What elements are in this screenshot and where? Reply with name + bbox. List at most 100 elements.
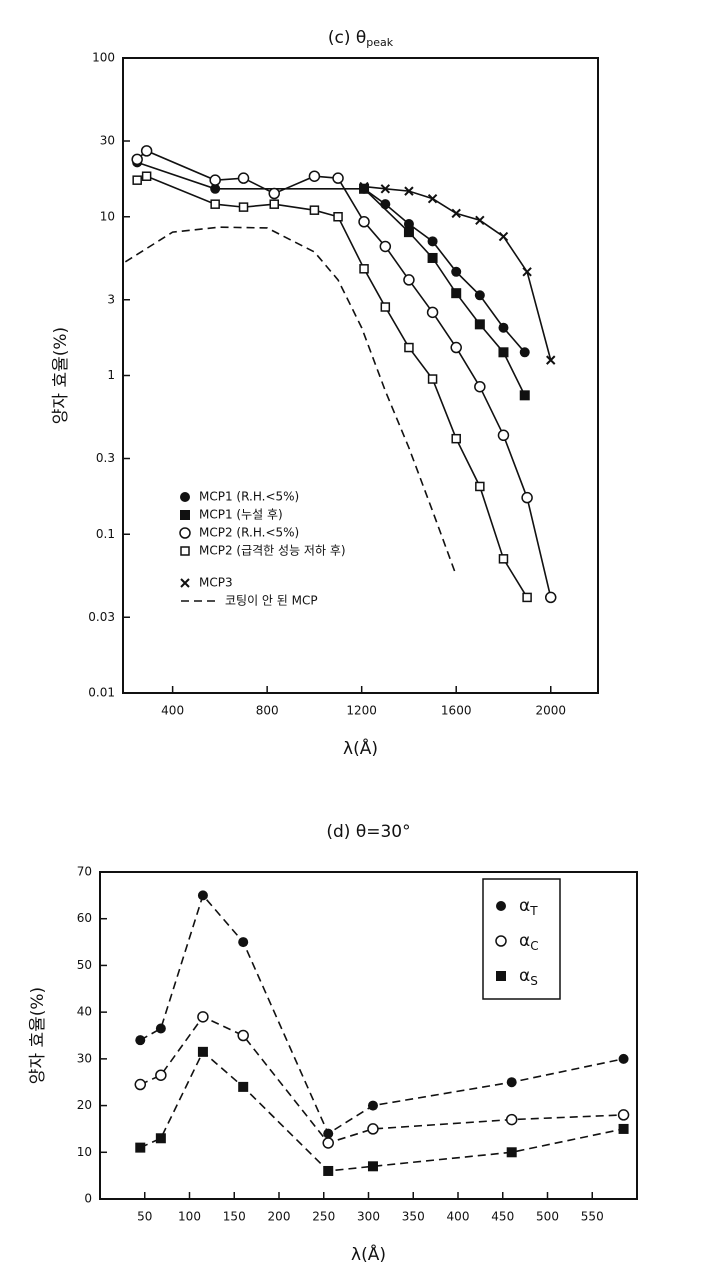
y-tick-label: 30 — [77, 1051, 92, 1065]
y-tick-label: 30 — [100, 134, 115, 148]
marker — [450, 341, 462, 354]
x-tick-label: 300 — [357, 1210, 380, 1224]
legend-subscript: T — [529, 904, 538, 918]
marker — [308, 170, 321, 182]
y-tick-label: 0.3 — [96, 451, 115, 465]
series-line — [139, 893, 624, 1135]
marker — [237, 172, 250, 184]
marker — [140, 145, 153, 157]
marker — [197, 1046, 208, 1057]
series-line — [124, 226, 457, 576]
marker — [521, 491, 533, 504]
marker — [427, 236, 438, 247]
marker — [237, 1029, 249, 1042]
marker — [404, 342, 414, 353]
marker — [141, 171, 152, 181]
y-tick-label: 0 — [84, 1192, 92, 1206]
marker — [269, 199, 279, 209]
marker — [131, 153, 143, 166]
legend-name: α — [519, 896, 530, 916]
marker — [498, 231, 509, 242]
marker — [238, 202, 249, 212]
marker — [474, 290, 485, 301]
marker — [135, 1035, 146, 1046]
marker — [180, 546, 190, 556]
marker — [155, 1133, 166, 1144]
legend-label: MCP3 — [199, 576, 233, 590]
marker — [359, 264, 369, 274]
marker — [155, 1069, 167, 1081]
y-axis-label: 양자 효율(%) — [51, 327, 71, 424]
legend-label: αS — [519, 966, 538, 988]
y-tick-label: 20 — [77, 1098, 92, 1112]
marker — [617, 1109, 630, 1121]
marker — [332, 172, 344, 184]
y-tick-label: 10 — [77, 1145, 92, 1159]
marker — [427, 374, 438, 384]
marker — [403, 227, 414, 238]
y-tick-label: 0.03 — [88, 610, 115, 624]
chart-title: (c) θpeak — [328, 28, 394, 49]
marker — [210, 183, 221, 194]
series-line — [136, 175, 528, 598]
legend-subscript: C — [530, 939, 538, 953]
y-tick-label: 0.01 — [88, 686, 115, 700]
marker — [451, 208, 461, 219]
marker — [323, 1128, 334, 1139]
marker — [426, 306, 439, 319]
marker — [618, 1123, 629, 1134]
title-text: (c) θ — [328, 28, 366, 48]
marker — [403, 274, 415, 286]
marker — [379, 240, 392, 253]
marker — [359, 183, 370, 194]
marker — [427, 193, 438, 204]
marker — [498, 322, 509, 333]
x-tick-label: 200 — [268, 1210, 291, 1224]
title-subscript: peak — [366, 36, 393, 49]
marker — [380, 184, 391, 194]
marker — [618, 1053, 629, 1064]
y-tick-label: 0.1 — [96, 527, 115, 541]
x-axis-label: λ(Å) — [351, 1243, 386, 1264]
y-tick-label: 40 — [77, 1005, 92, 1019]
marker — [134, 1078, 147, 1091]
marker — [498, 347, 509, 358]
marker — [179, 527, 191, 539]
x-tick-label: 150 — [223, 1210, 246, 1224]
marker — [496, 971, 506, 981]
marker — [544, 591, 557, 604]
marker — [210, 199, 220, 209]
marker — [546, 355, 556, 365]
marker — [333, 212, 343, 222]
chart-title: (d) θ=30° — [326, 822, 410, 842]
x-tick-label: 50 — [137, 1210, 152, 1224]
series-line — [136, 161, 526, 353]
marker — [519, 390, 530, 401]
y-tick-label: 3 — [107, 292, 115, 306]
x-axis-label: λ(Å) — [343, 737, 378, 759]
marker — [358, 216, 370, 228]
marker — [451, 433, 461, 444]
y-axis-label: 양자 효율(%) — [28, 987, 48, 1084]
marker — [209, 174, 221, 186]
x-tick-label: 450 — [491, 1210, 514, 1224]
y-tick-label: 100 — [92, 51, 115, 65]
y-tick-label: 70 — [77, 865, 92, 879]
marker — [197, 1011, 209, 1023]
legend-label: MCP2 (R.H.<5%) — [199, 526, 299, 540]
x-tick-label: 1200 — [346, 704, 377, 718]
marker — [475, 215, 485, 225]
title-text: (d) θ=30° — [326, 822, 410, 842]
x-tick-label: 400 — [161, 704, 184, 718]
marker — [451, 288, 462, 299]
legend-label: αC — [519, 931, 539, 953]
marker — [238, 937, 249, 948]
marker — [367, 1123, 379, 1135]
marker — [367, 1100, 378, 1111]
marker — [359, 181, 369, 192]
marker — [180, 492, 190, 502]
marker — [522, 592, 532, 603]
marker — [522, 267, 532, 277]
legend-label: 코팅이 안 된 MCP — [225, 594, 318, 608]
marker — [451, 266, 462, 277]
